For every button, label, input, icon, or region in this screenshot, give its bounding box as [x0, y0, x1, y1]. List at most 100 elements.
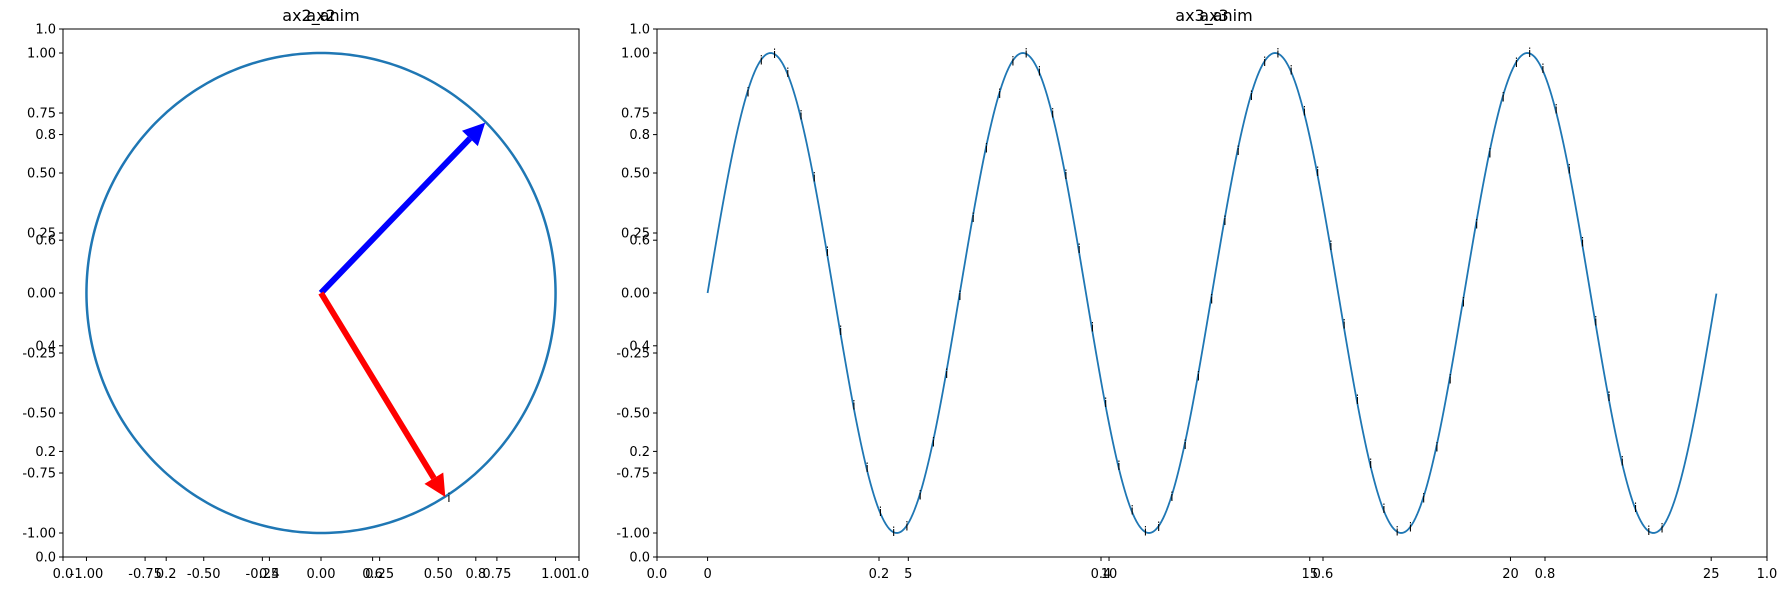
x-tick-label: -0.25 [246, 567, 280, 582]
x-tick-label: 20 [1502, 567, 1519, 582]
annotation-label: i [958, 289, 961, 303]
right-plot-layer: -1.00-0.75-0.50-0.250.000.250.500.751.00… [616, 23, 1777, 583]
annotation-label: i [1515, 56, 1518, 70]
overlay-y-tick-label: 0.2 [629, 445, 650, 460]
annotation-label: i [945, 367, 948, 381]
y-tick-label: 0.50 [27, 167, 56, 182]
annotation-label: i [1316, 165, 1319, 179]
annotation-label: i [1568, 162, 1571, 176]
y-tick-label: -0.75 [616, 467, 650, 482]
annotation-label: i [1607, 390, 1610, 404]
annotation-label: i [1554, 102, 1557, 116]
left-title-ax2-anim: ax2_anim [282, 6, 359, 26]
overlay-x-tick-label: 0.8 [1535, 567, 1556, 582]
annotation-label: i [1303, 104, 1306, 118]
y-tick-label: 0.75 [27, 107, 56, 122]
y-tick-label: -0.25 [22, 347, 56, 362]
annotation-label: i [760, 54, 763, 68]
blue-arrow-head [461, 122, 486, 147]
blue-arrow-shaft [318, 136, 473, 296]
annotation-label: i [1528, 46, 1531, 60]
annotation-label: i [1104, 396, 1107, 410]
annotation-label: i [1448, 373, 1451, 387]
y-tick-label: 0.50 [621, 167, 650, 182]
overlay-x-tick-label: 0.6 [1313, 567, 1334, 582]
overlay-y-tick-label: 0.8 [35, 128, 56, 143]
y-tick-label: -0.25 [616, 347, 650, 362]
y-tick-label: 1.00 [27, 47, 56, 62]
y-tick-label: 0.75 [621, 107, 650, 122]
annotation-label: i [1501, 91, 1504, 105]
y-tick-label: 1.00 [621, 47, 650, 62]
overlay-x-tick-label: 0.4 [259, 567, 280, 582]
x-tick-label: 0.25 [365, 567, 394, 582]
annotation-label: i [1223, 214, 1226, 228]
x-tick-label: 0.00 [307, 567, 336, 582]
overlay-x-tick-label: 0.0 [647, 567, 668, 582]
x-tick-label: 1.00 [541, 567, 570, 582]
x-tick-label: 5 [904, 567, 912, 582]
annotation-label: i [985, 141, 988, 155]
y-tick-label: -0.50 [616, 407, 650, 422]
annotation-label: i [879, 505, 882, 519]
annotation-label: i [1263, 55, 1266, 69]
annotation-label: i [1144, 525, 1147, 539]
annotation-label: i [1395, 524, 1398, 538]
annotation-label: i [1276, 46, 1279, 60]
annotation-label: i [1594, 314, 1597, 328]
red-arrow-shaft [318, 291, 437, 480]
annotation-label: i [1435, 441, 1438, 455]
annotation-label: i [1184, 438, 1187, 452]
annotation-label: i [1117, 459, 1120, 473]
overlay-y-tick-label: 0.2 [35, 445, 56, 460]
y-tick-label: 0.25 [621, 227, 650, 242]
y-tick-label: -1.00 [616, 527, 650, 542]
annotation-label: i [773, 47, 776, 61]
annotation-label: i [1078, 242, 1081, 256]
annotation-label: i [998, 87, 1001, 101]
annotation-label: i [1157, 520, 1160, 534]
y-tick-label: 0.25 [27, 227, 56, 242]
annotation-label: i [972, 211, 975, 225]
overlay-x-tick-label: 1.0 [1757, 567, 1778, 582]
annotation-label: i [866, 461, 869, 475]
annotation-label: i [1236, 144, 1239, 158]
annotation-label: i [919, 488, 922, 502]
annotation-label: i [1581, 236, 1584, 250]
annotation-label: i [1025, 47, 1028, 61]
annotation-label: i [1197, 370, 1200, 384]
overlay-x-tick-label: 0.2 [156, 567, 177, 582]
y-tick-label: -1.00 [22, 527, 56, 542]
overlay-x-tick-label: 0.8 [465, 567, 486, 582]
annotation-label: i [1541, 62, 1544, 76]
annotation-label: i [1051, 107, 1054, 121]
annotation-label: i [826, 245, 829, 259]
overlay-y-tick-label: 0.4 [35, 339, 56, 354]
overlay-y-tick-label: 0.4 [629, 339, 650, 354]
annotation-label: i [1422, 492, 1425, 506]
annotation-label: i [1647, 524, 1650, 538]
right-title-ax3-anim: ax3_anim [1175, 6, 1252, 26]
annotation-label: i [1011, 54, 1014, 68]
circle-line [85, 51, 557, 535]
annotation-label: i [1342, 318, 1345, 332]
annotation-label: i [1660, 521, 1663, 535]
x-tick-label: 10 [1101, 567, 1118, 582]
annotation-label: i [1369, 457, 1372, 471]
annotation-label: i [1409, 521, 1412, 535]
annotation-label: i [1621, 455, 1624, 469]
annotation-label: i [1329, 239, 1332, 253]
overlay-y-tick-label: 0.6 [629, 234, 650, 249]
annotation-label: i [1488, 146, 1491, 160]
annotation-label: i [447, 491, 450, 505]
annotation-label: i [786, 66, 789, 80]
x-tick-label: 15 [1301, 567, 1318, 582]
x-tick-label: -0.75 [128, 567, 162, 582]
annotation-label: i [932, 436, 935, 450]
x-tick-label: 0.50 [424, 567, 453, 582]
x-tick-label: 0 [703, 567, 711, 582]
sine-line [706, 52, 1718, 534]
annotation-label: i [813, 171, 816, 185]
annotation-label: i [852, 399, 855, 413]
overlay-y-tick-label: 1.0 [35, 23, 56, 38]
